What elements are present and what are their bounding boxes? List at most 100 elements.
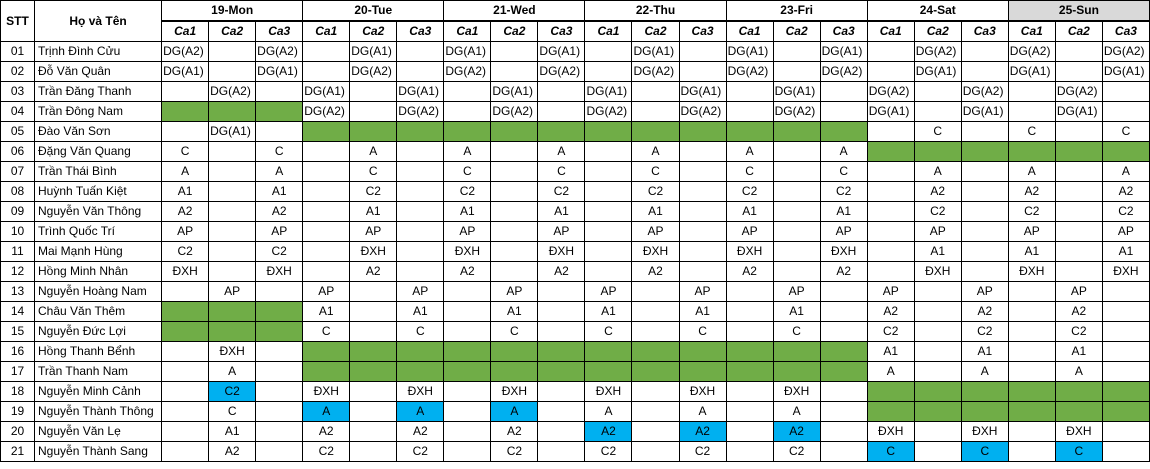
shift-cell[interactable]: A <box>1007 161 1056 182</box>
shift-cell[interactable]: C2 <box>631 181 680 202</box>
shift-cell[interactable] <box>772 341 821 362</box>
shift-cell[interactable] <box>913 281 962 302</box>
shift-cell[interactable]: DG(A2) <box>537 61 586 82</box>
shift-cell[interactable] <box>537 301 586 322</box>
shift-cell[interactable] <box>678 41 727 62</box>
shift-cell[interactable] <box>913 441 962 462</box>
shift-cell[interactable] <box>678 221 727 242</box>
shift-header[interactable]: Ca2 <box>349 20 398 42</box>
shift-cell[interactable]: C <box>349 161 398 182</box>
shift-cell[interactable] <box>490 141 539 162</box>
shift-cell[interactable] <box>772 241 821 262</box>
shift-cell[interactable]: A2 <box>255 201 304 222</box>
shift-cell[interactable] <box>584 221 633 242</box>
employee-name-cell[interactable]: Nguyễn Đức Lợi <box>34 321 163 342</box>
shift-cell[interactable]: C2 <box>678 441 727 462</box>
shift-cell[interactable] <box>396 341 445 362</box>
shift-cell[interactable] <box>537 101 586 122</box>
shift-cell[interactable] <box>396 361 445 382</box>
shift-cell[interactable] <box>396 181 445 202</box>
shift-cell[interactable]: C <box>1101 121 1150 142</box>
shift-cell[interactable] <box>537 361 586 382</box>
shift-cell[interactable] <box>866 241 915 262</box>
shift-cell[interactable] <box>772 121 821 142</box>
shift-cell[interactable]: AP <box>1101 221 1150 242</box>
shift-cell[interactable] <box>443 101 492 122</box>
shift-cell[interactable]: DG(A1) <box>396 81 445 102</box>
shift-cell[interactable]: DG(A1) <box>584 81 633 102</box>
shift-cell[interactable] <box>725 301 774 322</box>
shift-cell[interactable] <box>913 141 962 162</box>
shift-cell[interactable] <box>537 441 586 462</box>
shift-header[interactable]: Ca3 <box>537 20 586 42</box>
shift-cell[interactable]: DG(A2) <box>819 61 868 82</box>
shift-cell[interactable] <box>161 321 210 342</box>
shift-cell[interactable]: AP <box>960 281 1009 302</box>
shift-cell[interactable] <box>537 281 586 302</box>
shift-cell[interactable] <box>725 121 774 142</box>
shift-cell[interactable] <box>725 421 774 442</box>
shift-cell[interactable]: DG(A2) <box>1007 41 1056 62</box>
shift-cell[interactable] <box>631 121 680 142</box>
shift-cell[interactable]: A <box>208 361 257 382</box>
shift-cell[interactable]: C <box>584 321 633 342</box>
shift-cell[interactable] <box>255 101 304 122</box>
shift-cell[interactable]: A <box>255 161 304 182</box>
shift-cell[interactable] <box>584 261 633 282</box>
shift-cell[interactable]: A1 <box>161 181 210 202</box>
employee-name-cell[interactable]: Đỗ Văn Quân <box>34 61 163 82</box>
shift-cell[interactable] <box>1101 301 1150 322</box>
shift-cell[interactable] <box>255 401 304 422</box>
shift-cell[interactable]: C2 <box>913 201 962 222</box>
shift-cell[interactable]: ĐXH <box>1101 261 1150 282</box>
shift-cell[interactable] <box>913 101 962 122</box>
shift-cell[interactable]: A2 <box>443 261 492 282</box>
shift-cell[interactable] <box>161 381 210 402</box>
shift-cell[interactable] <box>1007 401 1056 422</box>
shift-cell[interactable] <box>208 201 257 222</box>
shift-cell[interactable] <box>396 161 445 182</box>
shift-cell[interactable] <box>443 421 492 442</box>
shift-cell[interactable] <box>913 381 962 402</box>
shift-cell[interactable]: AP <box>537 221 586 242</box>
shift-cell[interactable]: A <box>443 141 492 162</box>
shift-header[interactable]: Ca3 <box>1101 20 1150 42</box>
shift-cell[interactable]: A <box>537 141 586 162</box>
shift-cell[interactable] <box>631 401 680 422</box>
employee-name-cell[interactable]: Trần Thái Bình <box>34 161 163 182</box>
shift-cell[interactable] <box>255 81 304 102</box>
shift-cell[interactable] <box>443 121 492 142</box>
shift-cell[interactable] <box>208 161 257 182</box>
shift-cell[interactable] <box>631 341 680 362</box>
shift-cell[interactable] <box>678 201 727 222</box>
shift-cell[interactable]: A2 <box>631 261 680 282</box>
employee-name-cell[interactable]: Nguyễn Hoàng Nam <box>34 281 163 302</box>
shift-cell[interactable]: AP <box>584 281 633 302</box>
shift-cell[interactable] <box>678 241 727 262</box>
shift-cell[interactable] <box>960 181 1009 202</box>
stt-cell[interactable]: 20 <box>0 421 36 442</box>
shift-cell[interactable]: AP <box>819 221 868 242</box>
shift-cell[interactable]: AP <box>1054 281 1103 302</box>
shift-cell[interactable] <box>913 321 962 342</box>
shift-cell[interactable] <box>255 121 304 142</box>
shift-cell[interactable] <box>819 401 868 422</box>
shift-cell[interactable]: A1 <box>1054 341 1103 362</box>
shift-cell[interactable]: C <box>819 161 868 182</box>
shift-cell[interactable] <box>443 281 492 302</box>
shift-cell[interactable] <box>1101 421 1150 442</box>
shift-cell[interactable]: DG(A1) <box>349 41 398 62</box>
shift-cell[interactable] <box>537 401 586 422</box>
shift-cell[interactable]: C2 <box>349 181 398 202</box>
shift-cell[interactable]: ĐXH <box>1007 261 1056 282</box>
shift-cell[interactable] <box>490 181 539 202</box>
shift-cell[interactable] <box>255 321 304 342</box>
employee-name-cell[interactable]: Trần Đăng Thanh <box>34 81 163 102</box>
shift-cell[interactable]: C2 <box>537 181 586 202</box>
shift-cell[interactable]: C2 <box>490 441 539 462</box>
shift-cell[interactable]: DG(A2) <box>208 81 257 102</box>
shift-cell[interactable] <box>631 101 680 122</box>
shift-cell[interactable]: C2 <box>960 321 1009 342</box>
shift-cell[interactable]: ĐXH <box>725 241 774 262</box>
shift-cell[interactable] <box>161 441 210 462</box>
